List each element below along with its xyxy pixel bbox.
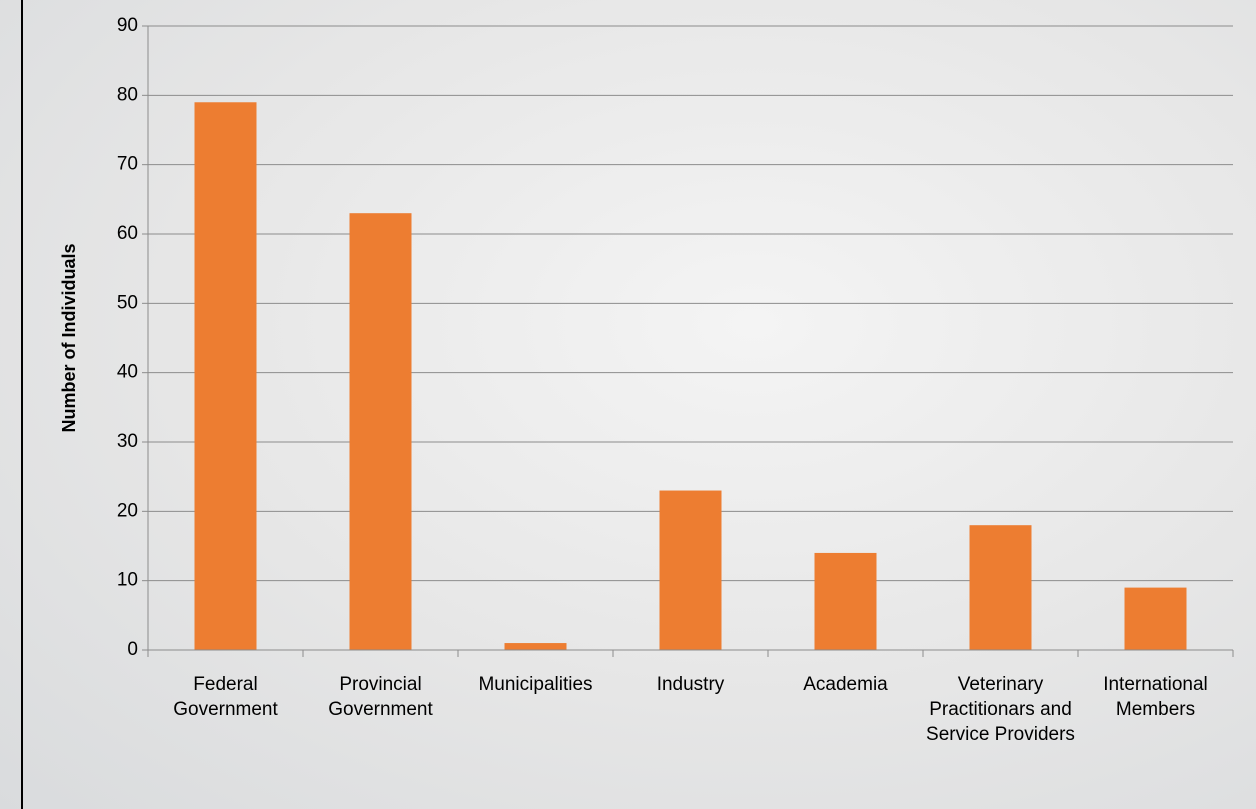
y-tick-label: 80 — [117, 84, 138, 105]
y-tick-label: 40 — [117, 362, 138, 383]
y-tick-label: 70 — [117, 154, 138, 175]
x-tick-label: Provincial Government — [328, 674, 433, 720]
x-tick-label: Academia — [803, 674, 888, 695]
y-axis-title: Number of Individuals — [59, 243, 79, 432]
y-tick-label: 60 — [117, 223, 138, 244]
bar — [349, 213, 412, 650]
x-tick-label: Federal Government — [173, 674, 278, 720]
y-tick-label: 90 — [117, 15, 138, 36]
y-tick-label: 10 — [117, 570, 138, 591]
x-tick-label: Industry — [656, 674, 725, 695]
bar — [969, 525, 1032, 650]
y-tick-label: 30 — [117, 431, 138, 452]
x-tick-label: Veterinary Practitionars and Service Pro… — [926, 674, 1075, 745]
bar — [504, 643, 567, 650]
y-tick-label: 0 — [127, 639, 138, 660]
x-tick-label: Municipalities — [478, 674, 593, 695]
bar — [194, 102, 257, 651]
bar — [659, 490, 722, 650]
y-tick-label: 20 — [117, 500, 138, 521]
x-tick-label: International Members — [1103, 674, 1208, 720]
bar — [814, 552, 877, 650]
y-tick-label: 50 — [117, 292, 138, 313]
bar — [1124, 587, 1187, 650]
